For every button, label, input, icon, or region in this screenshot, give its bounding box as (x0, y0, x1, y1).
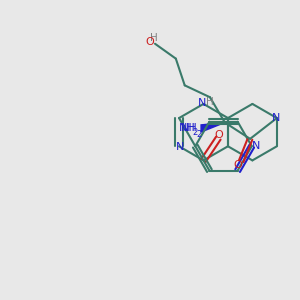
Text: N: N (198, 98, 206, 108)
Text: O: O (145, 37, 154, 47)
Text: H: H (150, 33, 158, 43)
Text: O: O (214, 130, 223, 140)
Text: N: N (176, 142, 184, 152)
Text: N: N (252, 141, 260, 151)
Text: NH: NH (179, 123, 196, 133)
Text: 2: 2 (197, 130, 202, 140)
Text: 2: 2 (193, 128, 198, 137)
Polygon shape (201, 122, 225, 132)
Text: H: H (206, 97, 214, 106)
Text: N: N (272, 113, 281, 123)
Text: O: O (233, 160, 242, 170)
Text: NH: NH (181, 124, 198, 134)
